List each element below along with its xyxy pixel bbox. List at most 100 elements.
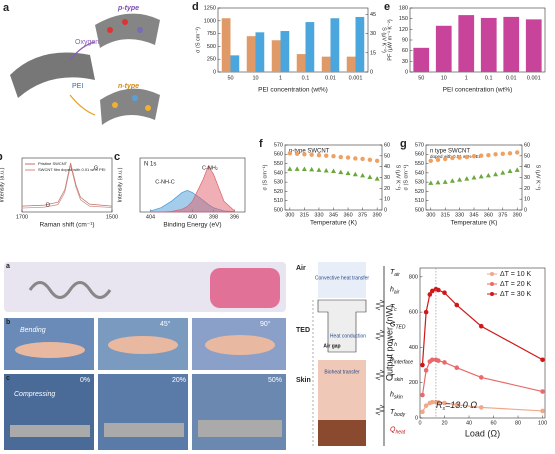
marker: [429, 357, 435, 363]
marker: [302, 152, 307, 157]
oxygen-label: Oxygen: [75, 39, 99, 46]
x-tick-label: 315: [441, 212, 450, 218]
photo-label: c: [6, 375, 10, 382]
marker: [540, 408, 545, 414]
marker: [352, 171, 358, 177]
marker: [478, 405, 484, 410]
x-tick-label: 390: [373, 212, 382, 218]
marker: [464, 176, 470, 181]
angle-label: 90°: [260, 320, 271, 328]
legend-marker: [490, 292, 494, 296]
y-tick-label: 540: [415, 170, 424, 176]
marker: [478, 323, 484, 329]
thermal-diagram-art: [312, 262, 385, 446]
y2-tick-label: 0: [524, 207, 527, 213]
x-axis-label: Load (Ω): [465, 428, 500, 438]
marker: [294, 166, 300, 171]
marker: [457, 155, 462, 160]
y2-tick-label: 20: [524, 186, 530, 192]
x-axis-label: Binding Energy (eV): [163, 222, 221, 229]
legend-marker: [490, 282, 494, 286]
x-tick-label: 398: [209, 214, 218, 220]
marker: [436, 358, 441, 363]
y-tick-label: 550: [274, 161, 283, 167]
legend-label: Pristine SWCNT: [38, 161, 68, 166]
marker: [429, 288, 435, 294]
marker: [423, 403, 429, 408]
symbol: GTED: [390, 321, 406, 330]
marker: [471, 175, 477, 180]
symbol: Tbody: [390, 409, 406, 418]
symbol-sub: TED: [395, 325, 405, 331]
marker: [442, 290, 447, 296]
marker: [360, 172, 366, 178]
x-tick-label: 0.01: [325, 75, 336, 81]
y2-tick-label: 45: [370, 12, 376, 18]
legend-label: ΔT = 10 K: [500, 271, 532, 278]
bar: [346, 56, 356, 72]
symbol: hair: [390, 286, 400, 295]
symbol: Tskin: [390, 374, 403, 383]
y-tick-label: 60: [402, 48, 408, 54]
symbol-sub: interface: [394, 360, 413, 366]
gap-label: Air gap: [323, 343, 340, 349]
marker: [294, 151, 300, 157]
bar: [503, 16, 520, 72]
layer-label: TED: [296, 327, 310, 334]
annotation: D: [46, 202, 50, 208]
marker: [301, 166, 307, 172]
x-tick-label: 360: [484, 212, 493, 218]
photo-art: [4, 262, 286, 450]
y-tick-label: 90: [402, 37, 408, 43]
bending-label: Bending: [20, 327, 46, 334]
y2-tick-label: 0: [370, 69, 373, 75]
marker: [420, 392, 425, 398]
y-tick-label: 800: [409, 274, 418, 280]
annotation: C-NH-C: [155, 179, 175, 185]
x-tick-label: 0.1: [485, 75, 493, 81]
photo-label: a: [6, 263, 10, 270]
marker: [450, 155, 455, 161]
symbol-rest: =13.0 Ω: [445, 400, 477, 410]
x-tick-label: 10: [252, 75, 258, 81]
marker: [331, 168, 336, 173]
panel-label: e: [384, 1, 390, 13]
symbol-main: R: [436, 400, 443, 410]
y2-tick-label: 50: [384, 153, 390, 159]
x-tick-label: 60: [490, 420, 496, 426]
y-tick-label: 520: [274, 189, 283, 195]
y-tick-label: 750: [207, 31, 216, 37]
bar: [296, 54, 306, 72]
bar: [321, 56, 331, 72]
y-tick-label: 0: [213, 69, 216, 75]
x-tick-label: 50: [227, 75, 233, 81]
symbol-sub: air: [394, 290, 400, 296]
bar: [458, 15, 475, 72]
symbol-sub: h: [394, 342, 397, 348]
y2-tick-label: 60: [524, 142, 530, 148]
line: [21, 162, 113, 207]
symbol-sub: air: [394, 272, 400, 278]
y-tick-label: 600: [409, 310, 418, 316]
x-tick-label: 50: [418, 75, 424, 81]
symbol-main: T: [390, 269, 395, 276]
marker: [331, 153, 336, 159]
panel-label: a: [3, 2, 10, 14]
y-axis-label: PF (μW m⁻¹ K⁻²): [387, 19, 393, 61]
layer-label: Skin: [296, 377, 311, 384]
marker: [442, 360, 447, 365]
symbol-main: G: [390, 321, 396, 328]
y2-axis-label: S (μV K⁻¹): [395, 165, 401, 191]
marker: [435, 157, 441, 163]
marker: [500, 151, 505, 157]
symbol: hskin: [390, 391, 403, 400]
x-tick-label: 80: [515, 420, 521, 426]
y2-tick-label: 10: [384, 197, 390, 203]
y-tick-label: 1000: [204, 18, 216, 24]
marker: [420, 409, 425, 415]
x-tick-label: 404: [146, 214, 155, 220]
x-axis-label: Temperature (K): [451, 220, 498, 227]
y2-tick-label: 20: [384, 186, 390, 192]
y2-tick-label: 40: [384, 164, 390, 170]
x-tick-label: 40: [466, 420, 472, 426]
